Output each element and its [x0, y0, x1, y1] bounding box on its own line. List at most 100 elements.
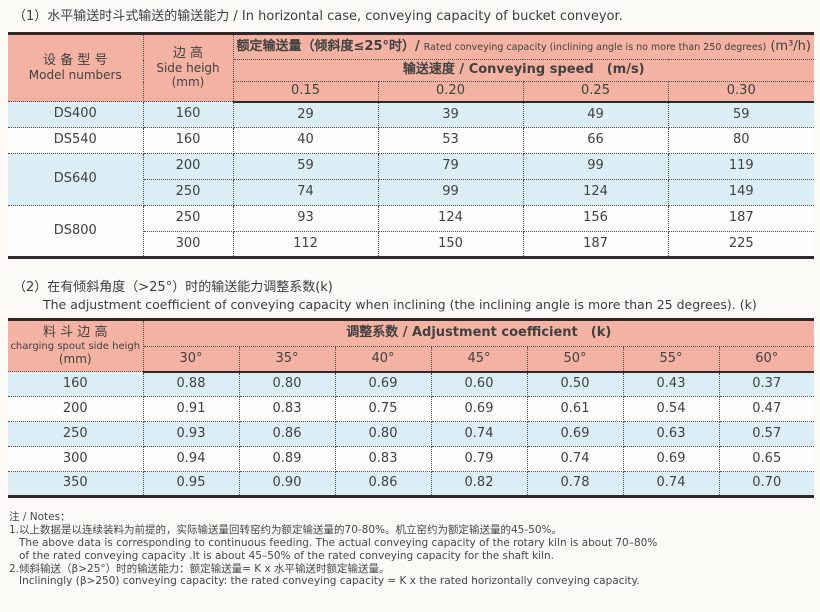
speed-col-header: 0.20 [377, 81, 524, 103]
table-row: DS640 200 59 79 99 119 [8, 153, 815, 207]
table-row: 160 0.88 0.80 0.69 0.60 0.50 0.43 0.37 [8, 371, 815, 398]
coef-cell: 0.86 [334, 471, 432, 498]
capacity-cell: 39 [377, 101, 524, 129]
coef-cell: 0.94 [142, 446, 240, 473]
rated-capacity-header: 额定输送量（倾斜度≤25°时）/Rated conveying capacity… [232, 33, 815, 61]
side-cell: 350 [8, 471, 144, 498]
capacity-cell: 225 [667, 231, 815, 259]
charging-spout-header: 料 斗 边 高 charging spout side heigh (mm) [8, 319, 144, 373]
table-row: 300 0.94 0.89 0.83 0.79 0.74 0.69 0.65 [8, 446, 815, 473]
coef-cell: 0.50 [526, 371, 624, 398]
side-header-zh: 边 高 [172, 45, 204, 61]
capacity-cell: 187 [667, 205, 815, 233]
coef-cell: 0.63 [622, 421, 720, 448]
table-row: DS400 160 29 39 49 59 [8, 101, 815, 129]
model-header-en: Model numbers [28, 67, 122, 82]
coef-cell: 0.54 [622, 396, 720, 423]
table-row: 350 0.95 0.90 0.86 0.82 0.78 0.74 0.70 [8, 471, 815, 498]
speed-col-header: 0.30 [667, 81, 815, 103]
coef-cell: 0.69 [334, 371, 432, 398]
angle-col-header: 30° [143, 346, 240, 373]
table-row: 250 74 99 124 149 [8, 179, 815, 207]
table-row: 250 0.93 0.86 0.80 0.74 0.69 0.63 0.57 [8, 421, 815, 448]
coefficient-header: 调整系数 / Adjustment coefficient (k) [142, 319, 815, 348]
note1-zh: 1.以上数据是以连续装料为前提的，实际输送量回转窑约为额定输送量的70-80%。… [9, 524, 562, 537]
coef-cell: 0.79 [430, 446, 528, 473]
model-header-zh: 设 备 型 号 [43, 52, 108, 68]
coef-cell: 0.88 [142, 371, 240, 398]
angle-col-header: 60° [718, 346, 815, 373]
coef-cell: 0.74 [526, 446, 624, 473]
capacity-cell: 59 [667, 101, 815, 129]
section2-title: （2）在有倾斜角度（>25°）时的输送能力调整系数(k) The adjustm… [13, 280, 820, 313]
capacity-cell: 124 [522, 179, 669, 207]
capacity-cell: 93 [232, 205, 379, 233]
capacity-cell: 99 [377, 179, 524, 207]
capacity-header-unit: (m³/h) [770, 38, 811, 54]
side-cell: 250 [142, 205, 234, 233]
side-heigh-header: 边 高 Side heigh (mm) [142, 33, 234, 103]
capacity-cell: 53 [377, 127, 524, 155]
coef-cell: 0.80 [238, 371, 336, 398]
speed-col-header: 0.25 [522, 81, 669, 103]
side-cell: 160 [8, 371, 144, 398]
capacity-cell: 66 [522, 127, 669, 155]
note2-en: Incliningly (β>250) conveying capacity: … [19, 575, 640, 588]
coef-cell: 0.93 [142, 421, 240, 448]
coef-cell: 0.57 [718, 421, 815, 448]
coef-cell: 0.65 [718, 446, 815, 473]
table-row: DS540 160 40 53 66 80 [8, 127, 815, 155]
angle-col-header: 40° [334, 346, 432, 373]
capacity-cell: 40 [232, 127, 379, 155]
coef-cell: 0.69 [622, 446, 720, 473]
table-row: 300 112 150 187 225 [8, 231, 815, 259]
capacity-cell: 80 [667, 127, 815, 155]
section1-title: （1）水平输送时斗式输送的输送能力 / In horizontal case, … [13, 9, 623, 24]
side-cell: 160 [142, 127, 234, 155]
capacity-cell: 79 [377, 153, 524, 181]
capacity-cell: 29 [232, 101, 379, 129]
notes-label: 注 / Notes： [9, 511, 71, 524]
model-cell: DS400 [8, 101, 144, 129]
spout-header-zh: 料 斗 边 高 [43, 325, 108, 341]
spout-header-unit: (mm) [58, 351, 92, 366]
capacity-header-zh: 额定输送量（倾斜度≤25°时）/ [236, 38, 420, 54]
coef-cell: 0.47 [718, 396, 815, 423]
table1-header-row-1: 设 备 型 号 Model numbers 边 高 Side heigh (mm… [8, 33, 815, 103]
angle-col-header: 50° [526, 346, 624, 373]
model-numbers-header: 设 备 型 号 Model numbers [8, 33, 144, 103]
side-cell: 200 [8, 396, 144, 423]
coef-cell: 0.60 [430, 371, 528, 398]
coef-cell: 0.78 [526, 471, 624, 498]
side-cell: 250 [8, 421, 144, 448]
side-cell: 300 [143, 231, 234, 259]
side-cell: 200 [142, 153, 234, 181]
coef-cell: 0.82 [430, 471, 528, 498]
angle-col-header: 45° [430, 346, 528, 373]
side-header-en: Side heigh [156, 60, 220, 75]
coef-cell: 0.43 [622, 371, 720, 398]
capacity-cell: 49 [522, 101, 669, 129]
horizontal-capacity-table: 设 备 型 号 Model numbers 边 高 Side heigh (mm… [8, 32, 815, 260]
side-cell: 160 [142, 101, 234, 129]
side-cell: 300 [8, 446, 144, 473]
model-cell: DS640 [8, 153, 144, 207]
table2-header-row-2: 30° 35° 40° 45° 50° 55° 60° [8, 346, 815, 373]
table2-header-row-1: 料 斗 边 高 charging spout side heigh (mm) 调… [8, 319, 815, 373]
angle-col-header: 35° [238, 346, 336, 373]
coef-cell: 0.90 [238, 471, 336, 498]
table-row: DS800 250 93 124 156 187 [8, 205, 815, 259]
capacity-cell: 59 [232, 153, 379, 181]
coef-cell: 0.74 [430, 421, 528, 448]
coef-cell: 0.37 [718, 371, 815, 398]
model-cell: DS800 [8, 205, 144, 259]
side-cell: 250 [143, 179, 234, 207]
notes-block: 注 / Notes： 1.以上数据是以连续装料为前提的，实际输送量回转窑约为额定… [9, 511, 820, 588]
coef-cell: 0.70 [718, 471, 815, 498]
coef-cell: 0.61 [526, 396, 624, 423]
table1-header-row-2: 输送速度 / Conveying speed (m/s) [8, 59, 815, 83]
capacity-cell: 124 [377, 205, 524, 233]
conveying-speed-header: 输送速度 / Conveying speed (m/s) [233, 59, 815, 83]
capacity-cell: 74 [232, 179, 379, 207]
table1-header-row-3: 0.15 0.20 0.25 0.30 [8, 81, 815, 103]
